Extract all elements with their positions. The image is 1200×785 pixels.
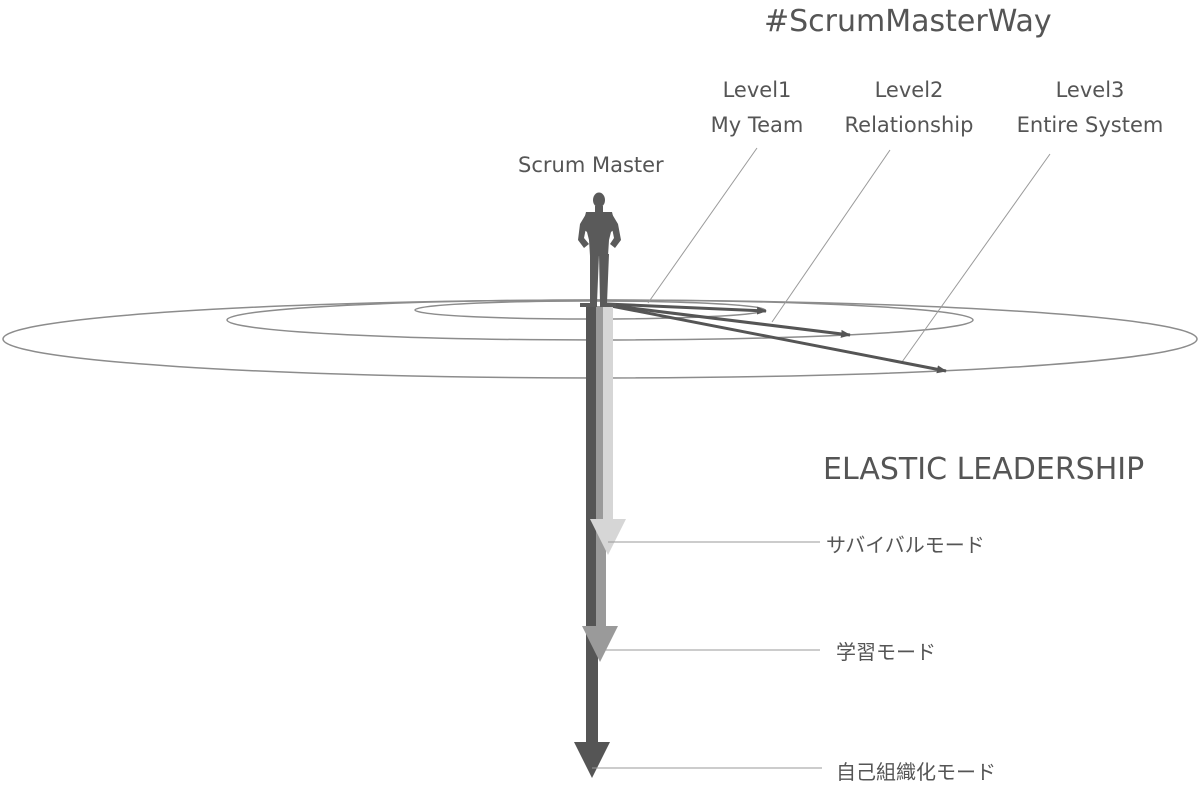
survival-mode-shaft bbox=[603, 306, 613, 522]
level2-number: Level2 bbox=[874, 78, 944, 102]
survival-mode-label: サバイバルモード bbox=[826, 533, 985, 557]
level1-label: Level1 My Team bbox=[696, 73, 818, 143]
self-organizing-mode-label: 自己組織化モード bbox=[836, 760, 996, 784]
learning-mode-label: 学習モード bbox=[836, 640, 936, 664]
level3-label: Level3 Entire System bbox=[1000, 73, 1180, 143]
scrum-master-label: Scrum Master bbox=[518, 153, 664, 177]
level3-number: Level3 bbox=[1055, 78, 1125, 102]
level3-scope-arrow bbox=[605, 303, 947, 374]
self-organizing-mode-arrowhead bbox=[574, 742, 610, 778]
level1-leader-line bbox=[647, 147, 758, 304]
level1-number: Level1 bbox=[722, 78, 792, 102]
level2-scope: Relationship bbox=[844, 113, 974, 137]
level2-leader-line bbox=[771, 149, 891, 323]
level2-label: Level2 Relationship bbox=[833, 73, 985, 143]
elastic-leadership-title: ELASTIC LEADERSHIP bbox=[823, 452, 1145, 487]
level2-scope-arrow bbox=[605, 303, 851, 338]
level3-scope: Entire System bbox=[1016, 113, 1164, 137]
level3-leader-line bbox=[901, 153, 1051, 363]
level1-scope: My Team bbox=[710, 113, 804, 137]
survival-mode-arrowhead bbox=[590, 519, 626, 555]
scrum-master-figure-icon bbox=[578, 192, 621, 307]
level1-scope-arrow bbox=[605, 302, 767, 315]
learning-mode-arrowhead bbox=[582, 626, 618, 662]
learning-mode-shaft bbox=[596, 306, 606, 630]
page-title: #ScrumMasterWay bbox=[764, 4, 1052, 39]
